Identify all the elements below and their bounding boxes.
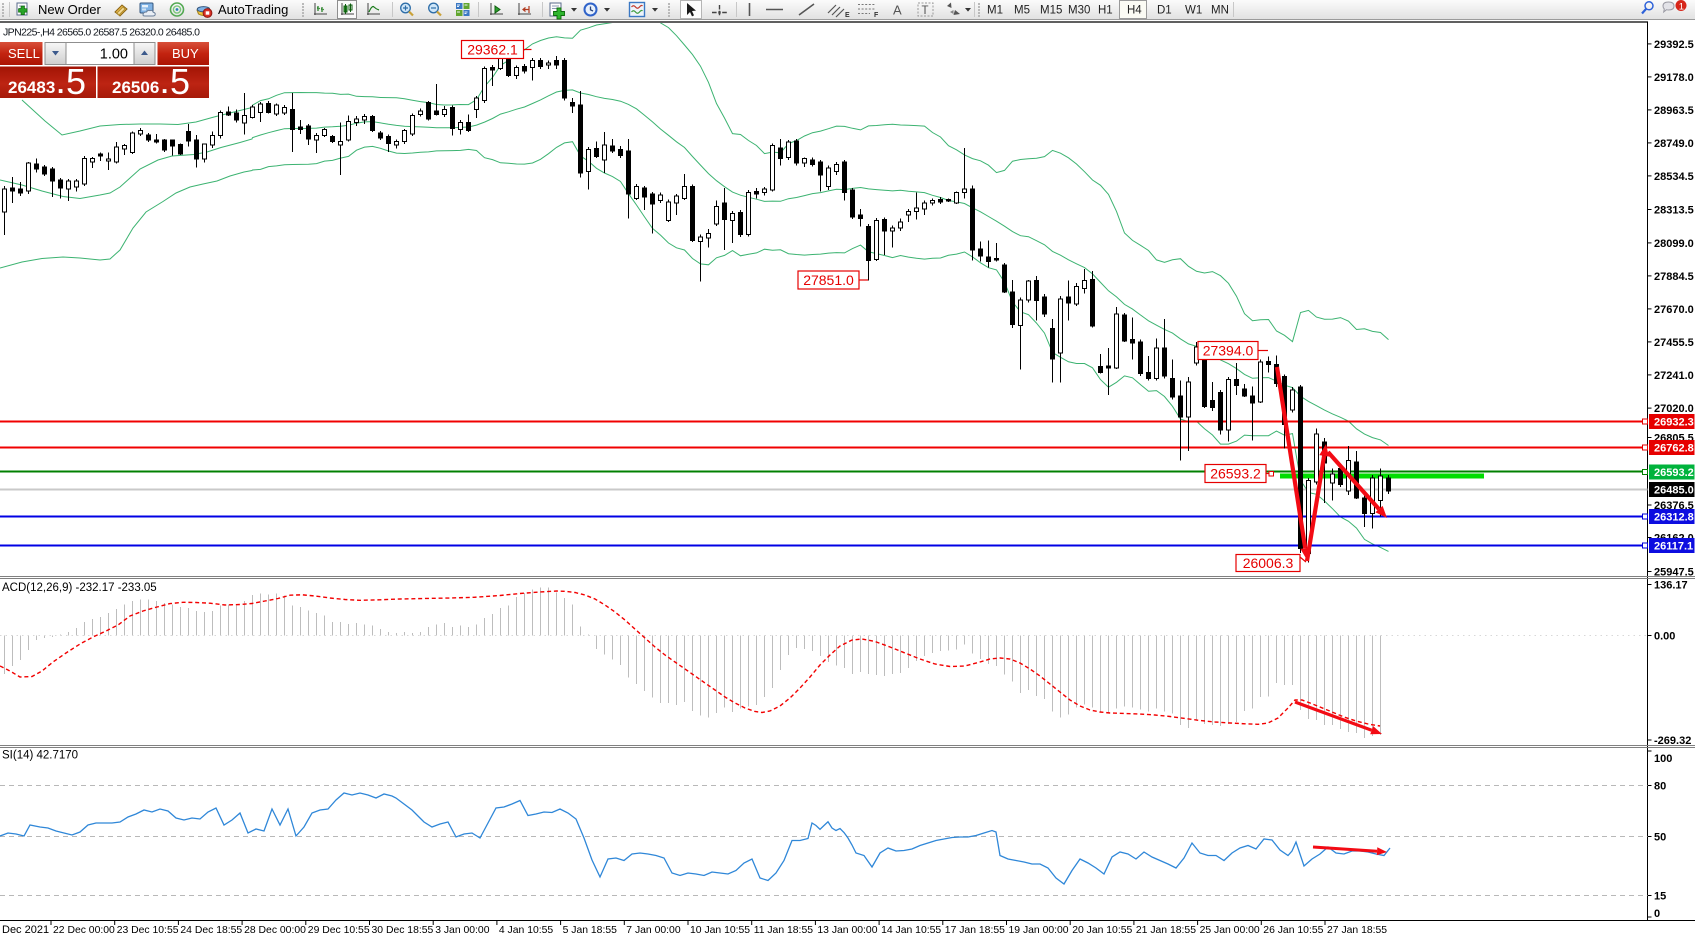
svg-text:F: F: [874, 12, 879, 19]
svg-text:25947.5: 25947.5: [1654, 567, 1694, 579]
svg-text:SELL: SELL: [8, 46, 40, 61]
svg-text:BUY: BUY: [172, 46, 199, 61]
svg-text:28749.0: 28749.0: [1654, 138, 1694, 150]
svg-text:3 Jan 00:00: 3 Jan 00:00: [435, 925, 490, 936]
svg-text:5 Jan 18:55: 5 Jan 18:55: [563, 925, 618, 936]
svg-text:M15: M15: [1040, 5, 1062, 17]
svg-text:27670.0: 27670.0: [1654, 304, 1694, 316]
svg-text:27241.0: 27241.0: [1654, 370, 1694, 382]
svg-text:136.17: 136.17: [1654, 580, 1688, 592]
svg-text:M5: M5: [1014, 5, 1030, 17]
svg-text:27884.5: 27884.5: [1654, 271, 1694, 283]
svg-text:0.00: 0.00: [1654, 631, 1675, 643]
svg-text:M30: M30: [1068, 5, 1090, 17]
svg-text:28313.5: 28313.5: [1654, 205, 1694, 217]
svg-text:28 Dec 00:00: 28 Dec 00:00: [244, 925, 306, 936]
svg-text:SI(14) 42.7170: SI(14) 42.7170: [2, 750, 78, 762]
svg-text:17 Jan 18:55: 17 Jan 18:55: [945, 925, 1005, 936]
svg-text:26593.2: 26593.2: [1210, 466, 1261, 482]
svg-text:50: 50: [1654, 832, 1666, 844]
svg-text:5: 5: [66, 61, 86, 102]
svg-text:21 Jan 18:55: 21 Jan 18:55: [1136, 925, 1196, 936]
svg-text:23 Dec 10:55: 23 Dec 10:55: [117, 925, 179, 936]
svg-text:26485.0: 26485.0: [1654, 485, 1694, 497]
svg-text:24 Dec 18:55: 24 Dec 18:55: [180, 925, 242, 936]
svg-text:27455.5: 27455.5: [1654, 337, 1694, 349]
svg-text:4 Jan 10:55: 4 Jan 10:55: [499, 925, 554, 936]
svg-text:27 Jan 18:55: 27 Jan 18:55: [1327, 925, 1387, 936]
svg-text:80: 80: [1654, 781, 1666, 793]
svg-text:19 Jan 00:00: 19 Jan 00:00: [1009, 925, 1069, 936]
svg-text:26 Jan 10:55: 26 Jan 10:55: [1263, 925, 1323, 936]
svg-text:11 Jan 18:55: 11 Jan 18:55: [754, 925, 814, 936]
svg-text:1: 1: [1679, 2, 1684, 13]
svg-text:T: T: [922, 5, 929, 17]
svg-text:AutoTrading: AutoTrading: [218, 2, 288, 17]
svg-text:W1: W1: [1185, 5, 1202, 17]
svg-text:MN: MN: [1211, 5, 1229, 17]
svg-text:ACD(12,26,9) -232.17 -233.05: ACD(12,26,9) -232.17 -233.05: [2, 582, 157, 594]
svg-text:26312.8: 26312.8: [1654, 512, 1694, 524]
svg-text:10 Jan 10:55: 10 Jan 10:55: [690, 925, 750, 936]
svg-text:22 Dec 00:00: 22 Dec 00:00: [53, 925, 115, 936]
svg-text:26506: 26506: [112, 78, 159, 97]
svg-text:7 Jan 00:00: 7 Jan 00:00: [626, 925, 681, 936]
svg-text:5: 5: [170, 61, 190, 102]
svg-text:14 Jan 10:55: 14 Jan 10:55: [881, 925, 941, 936]
svg-text:26593.2: 26593.2: [1654, 467, 1694, 479]
svg-text:30 Dec 18:55: 30 Dec 18:55: [372, 925, 434, 936]
svg-text:H4: H4: [1127, 5, 1142, 17]
svg-text:-269.32: -269.32: [1654, 735, 1691, 747]
svg-text:28099.0: 28099.0: [1654, 238, 1694, 250]
svg-text:26932.3: 26932.3: [1654, 417, 1694, 429]
svg-text:.: .: [161, 69, 168, 99]
svg-text:27394.0: 27394.0: [1203, 343, 1254, 359]
svg-text:A: A: [893, 3, 902, 18]
svg-text:M1: M1: [987, 5, 1003, 17]
svg-text:26006.3: 26006.3: [1243, 555, 1294, 571]
svg-text:29178.0: 29178.0: [1654, 72, 1694, 84]
svg-text:26762.8: 26762.8: [1654, 443, 1694, 455]
svg-text:26117.1: 26117.1: [1654, 541, 1693, 553]
svg-text:100: 100: [1654, 753, 1672, 765]
svg-text:E: E: [845, 12, 850, 19]
svg-text:JPN225-,H4 26565.0 26587.5 26: JPN225-,H4 26565.0 26587.5 26320.0 26485…: [3, 27, 200, 39]
svg-text:D1: D1: [1157, 5, 1172, 17]
svg-text:1.00: 1.00: [100, 47, 128, 63]
svg-text:29362.1: 29362.1: [467, 42, 518, 58]
svg-text:26483: 26483: [8, 78, 55, 97]
svg-text:28963.5: 28963.5: [1654, 105, 1694, 117]
svg-text:20 Jan 10:55: 20 Jan 10:55: [1072, 925, 1132, 936]
svg-text:29 Dec 10:55: 29 Dec 10:55: [308, 925, 370, 936]
svg-text:New Order: New Order: [38, 2, 102, 17]
svg-text:.: .: [57, 69, 64, 99]
svg-text:Dec 2021: Dec 2021: [2, 924, 49, 936]
svg-text:29392.5: 29392.5: [1654, 39, 1694, 51]
svg-text:27020.0: 27020.0: [1654, 403, 1694, 415]
svg-text:H1: H1: [1098, 5, 1113, 17]
svg-text:25 Jan 00:00: 25 Jan 00:00: [1200, 925, 1260, 936]
svg-text:13 Jan 00:00: 13 Jan 00:00: [817, 925, 877, 936]
svg-text:28534.5: 28534.5: [1654, 171, 1694, 183]
svg-text:15: 15: [1654, 891, 1666, 903]
svg-text:0: 0: [1654, 908, 1660, 920]
svg-text:27851.0: 27851.0: [803, 272, 854, 288]
